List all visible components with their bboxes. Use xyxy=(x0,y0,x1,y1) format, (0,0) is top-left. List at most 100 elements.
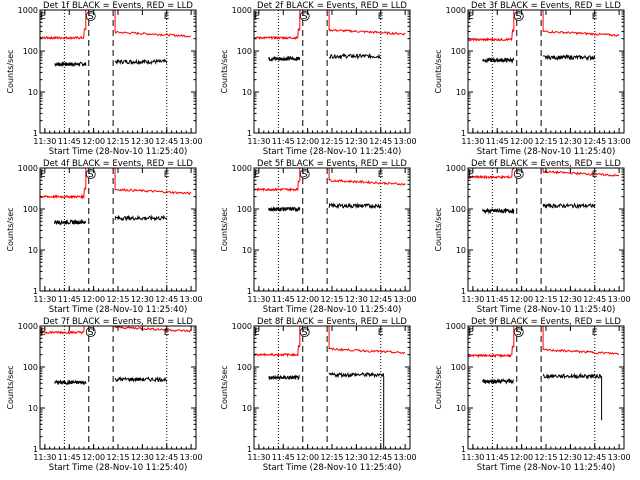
x-axis-label: Start Time (28-Nov-10 11:25:40) xyxy=(263,463,402,473)
plot-area xyxy=(468,168,620,291)
x-tick-label: 12:15 xyxy=(320,453,343,462)
y-tick-label: 100 xyxy=(451,205,466,214)
end-marker-label: E xyxy=(592,170,598,180)
events-series-line xyxy=(114,214,168,222)
x-tick-label: 11:45 xyxy=(486,295,509,304)
start-marker-label: S xyxy=(88,328,94,338)
y-tick-label: 10 xyxy=(456,404,466,413)
y-axis-label: Counts/sec xyxy=(6,207,15,251)
events-series-line xyxy=(482,207,515,215)
x-tick-label: 12:15 xyxy=(106,453,129,462)
end-marker-label: E xyxy=(468,12,474,22)
plot-area xyxy=(468,326,620,449)
x-tick-label: 12:15 xyxy=(320,295,343,304)
end-marker-label: E xyxy=(164,12,170,22)
chart-title: Det 9f BLACK = Events, RED = LLD xyxy=(471,317,621,327)
start-marker-label: S xyxy=(302,170,308,180)
x-tick-label: 13:00 xyxy=(608,453,631,462)
end-marker-label: E xyxy=(468,170,474,180)
x-tick-label: 11:30 xyxy=(461,295,484,304)
x-tick-label: 12:45 xyxy=(583,295,606,304)
lld-series-line xyxy=(254,179,300,192)
y-axis-label: Counts/sec xyxy=(6,365,15,409)
x-tick-label: 13:00 xyxy=(608,137,631,146)
y-tick-label: 100 xyxy=(451,363,466,372)
x-tick-label: 11:30 xyxy=(461,137,484,146)
events-series-line xyxy=(268,373,301,381)
x-tick-label: 11:45 xyxy=(486,453,509,462)
y-tick-label: 1 xyxy=(247,287,252,296)
x-tick-label: 11:45 xyxy=(58,137,81,146)
x-tick-label: 11:45 xyxy=(58,453,81,462)
end-marker-label: E xyxy=(40,170,46,180)
lld-series-line xyxy=(328,347,406,355)
x-tick-label: 12:15 xyxy=(106,137,129,146)
events-series-line xyxy=(268,205,301,213)
events-series-line xyxy=(54,379,87,386)
end-marker-label: E xyxy=(378,328,384,338)
plot-area xyxy=(254,168,406,291)
start-marker-circle xyxy=(299,327,310,337)
y-axis-label: Counts/sec xyxy=(220,207,229,251)
x-tick-label: 13:00 xyxy=(180,453,203,462)
y-axis-label: Counts/sec xyxy=(6,49,15,93)
start-marker-label: S xyxy=(302,328,308,338)
events-series-line xyxy=(114,58,168,66)
y-tick-label: 1 xyxy=(461,287,466,296)
x-tick-label: 12:30 xyxy=(131,453,154,462)
x-axis-label: Start Time (28-Nov-10 11:25:40) xyxy=(49,463,188,473)
chart-panel-det-3: Det 3f BLACK = Events, RED = LLD 1 10 100 10… xyxy=(434,1,631,157)
y-tick-label: 1 xyxy=(247,445,252,454)
x-axis-label: Start Time (28-Nov-10 11:25:40) xyxy=(49,305,188,315)
x-tick-label: 12:15 xyxy=(534,137,557,146)
x-tick-label: 12:30 xyxy=(131,295,154,304)
plot-area xyxy=(40,168,192,291)
y-tick-label: 10 xyxy=(456,88,466,97)
y-tick-label: 1 xyxy=(461,129,466,138)
plot-area xyxy=(254,10,406,133)
x-tick-label: 12:15 xyxy=(106,295,129,304)
end-marker-label: E xyxy=(254,12,260,22)
y-tick-label: 10 xyxy=(28,404,38,413)
end-marker-label: E xyxy=(40,328,46,338)
x-tick-label: 13:00 xyxy=(180,295,203,304)
events-series-line xyxy=(54,61,87,68)
plot-frame xyxy=(39,9,197,134)
chart-title: Det 2f BLACK = Events, RED = LLD xyxy=(257,1,407,11)
plot-frame xyxy=(467,167,625,292)
x-tick-label: 13:00 xyxy=(180,137,203,146)
chart-panel-det-8: Det 8f BLACK = Events, RED = LLD 1 10 100 10… xyxy=(220,317,417,473)
x-tick-label: 13:00 xyxy=(394,453,417,462)
x-axis-label: Start Time (28-Nov-10 11:25:40) xyxy=(477,305,616,315)
start-marker-circle xyxy=(85,169,96,179)
lld-series-line xyxy=(114,326,192,333)
lld-series-line xyxy=(40,326,85,335)
events-series-line xyxy=(542,53,596,62)
x-axis-label: Start Time (28-Nov-10 11:25:40) xyxy=(49,147,188,157)
x-tick-label: 13:00 xyxy=(608,295,631,304)
plot-area xyxy=(40,326,192,449)
start-marker-circle xyxy=(85,327,96,337)
start-marker-label: S xyxy=(516,328,522,338)
end-marker-label: E xyxy=(592,12,598,22)
plot-area xyxy=(254,326,406,449)
x-tick-label: 12:00 xyxy=(510,453,533,462)
y-tick-label: 1000 xyxy=(446,164,466,173)
x-tick-label: 12:30 xyxy=(559,137,582,146)
x-tick-label: 12:30 xyxy=(559,453,582,462)
end-marker-label: E xyxy=(164,170,170,180)
chart-panel-det-4: Det 4f BLACK = Events, RED = LLD 1 10 100 10… xyxy=(6,159,203,315)
chart-panel-det-2: Det 2f BLACK = Events, RED = LLD 1 10 100 10… xyxy=(220,1,417,157)
lld-series-line xyxy=(328,28,406,36)
end-marker-label: E xyxy=(592,328,598,338)
x-tick-label: 12:15 xyxy=(534,453,557,462)
x-tick-label: 12:45 xyxy=(155,137,178,146)
x-tick-label: 11:30 xyxy=(247,137,270,146)
chart-panel-det-6: Det 6f BLACK = Events, RED = LLD 1 10 100 10… xyxy=(434,159,631,315)
x-tick-label: 12:00 xyxy=(82,453,105,462)
events-series-line xyxy=(54,218,87,226)
x-tick-label: 12:00 xyxy=(296,137,319,146)
y-tick-label: 1000 xyxy=(446,6,466,15)
chart-title: Det 7f BLACK = Events, RED = LLD xyxy=(43,317,193,327)
x-tick-label: 12:30 xyxy=(559,295,582,304)
